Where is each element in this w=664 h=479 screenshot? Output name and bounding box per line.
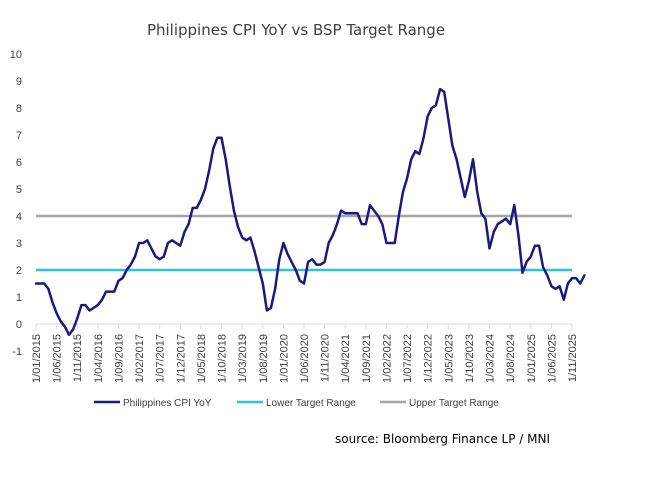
x-tick-label: 1/05/2018 [196, 334, 208, 383]
x-tick-label: 1/01/2025 [526, 334, 538, 383]
x-tick-label: 1/11/2015 [72, 334, 84, 382]
x-tick-label: 1/09/2016 [113, 334, 125, 383]
x-tick-label: 1/03/2024 [485, 334, 497, 383]
x-tick-label: 1/10/2023 [464, 334, 476, 383]
x-tick-label: 1/09/2021 [361, 334, 373, 383]
x-tick-label: 1/11/2025 [567, 334, 579, 382]
y-tick-label: 1 [16, 292, 22, 304]
x-tick-label: 1/02/2022 [381, 334, 393, 383]
x-tick-label: 1/11/2020 [320, 334, 332, 382]
x-tick-label: 1/06/2020 [299, 334, 311, 383]
y-tick-label: 9 [16, 76, 22, 88]
x-tick-label: 1/08/2019 [258, 334, 270, 383]
legend-upper-target-label: Upper Target Range [409, 398, 499, 409]
x-tick-label: 1/07/2022 [402, 334, 414, 383]
x-tick-label: 1/02/2017 [134, 334, 146, 383]
chart-title: Philippines CPI YoY vs BSP Target Range [147, 21, 445, 39]
x-axis: 1/01/2015 1/06/2015 1/11/2015 1/04/2016 1/09… [31, 323, 579, 383]
legend-cpi-yoy-label: Philippines CPI YoY [123, 398, 212, 409]
x-tick-label: 1/06/2015 [52, 334, 64, 383]
x-tick-label: 1/04/2021 [340, 334, 352, 383]
cpi-yoy-line [34, 87, 586, 337]
y-tick-label: 5 [16, 184, 22, 196]
legend-lower-target-label: Lower Target Range [266, 398, 356, 409]
source-note: source: Bloomberg Finance LP / MNI [335, 432, 550, 446]
y-tick-label: 3 [16, 238, 22, 250]
x-tick-label: 1/04/2016 [93, 334, 105, 383]
series-layer [34, 87, 586, 337]
legend: Philippines CPI YoY Lower Target Range Upp… [94, 398, 499, 409]
x-tick-label: 1/08/2024 [505, 334, 517, 383]
y-tick-label: 10 [10, 49, 22, 61]
y-axis: -1 0 1 2 3 4 5 6 7 8 9 10 [10, 49, 22, 358]
y-tick-label: 4 [16, 211, 22, 223]
x-tick-label: 1/05/2023 [443, 334, 455, 383]
x-tick-label: 1/01/2015 [31, 334, 43, 383]
y-tick-label: 6 [16, 157, 22, 169]
x-tick-label: 1/12/2017 [175, 334, 187, 383]
y-tick-label: 0 [16, 319, 22, 331]
x-tick-label: 1/06/2025 [546, 334, 558, 383]
x-tick-label: 1/07/2017 [155, 334, 167, 383]
y-tick-label: 2 [16, 265, 22, 277]
y-tick-label: 8 [16, 103, 22, 115]
x-tick-label: 1/10/2018 [217, 334, 229, 383]
x-tick-label: 1/12/2022 [423, 334, 435, 383]
y-tick-label: 7 [16, 130, 22, 142]
x-tick-label: 1/01/2020 [278, 334, 290, 383]
x-tick-label: 1/03/2019 [237, 334, 249, 383]
y-tick-label: -1 [12, 346, 22, 358]
